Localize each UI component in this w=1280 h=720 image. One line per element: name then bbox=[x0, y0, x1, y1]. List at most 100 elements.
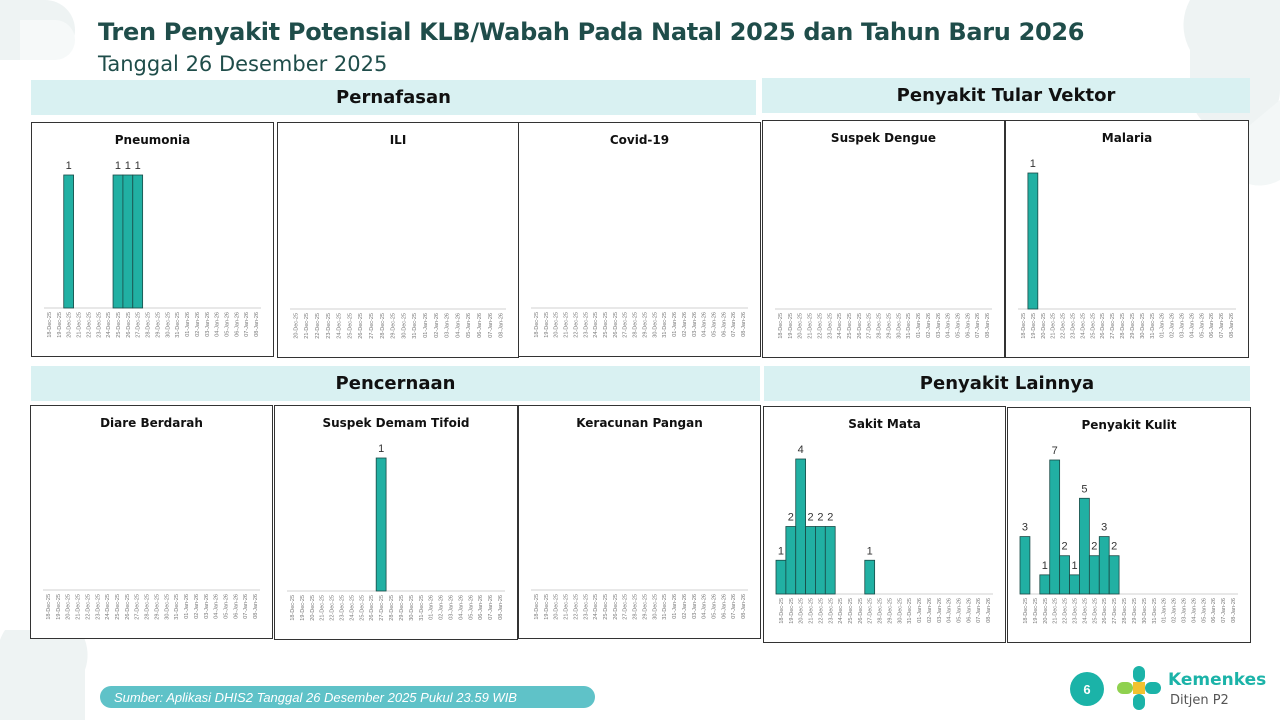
section-header-pernafasan: Pernafasan bbox=[31, 80, 756, 115]
x-tick-label: 03-Jan-26 bbox=[692, 312, 698, 337]
x-tick-label: 01-Jan-26 bbox=[916, 313, 922, 338]
x-tick-label: 23-Dec-25 bbox=[1073, 598, 1079, 624]
x-tick-label: 29-Dec-25 bbox=[642, 312, 648, 338]
bar-25-Dec-25 bbox=[112, 174, 124, 309]
x-tick-label: 31-Dec-25 bbox=[662, 312, 668, 338]
x-tick-label: 07-Jan-26 bbox=[731, 594, 737, 619]
x-tick-label: 08-Jan-26 bbox=[1231, 598, 1237, 623]
x-tick-label: 02-Jan-26 bbox=[682, 312, 688, 337]
x-tick-label: 19-Dec-25 bbox=[789, 598, 795, 624]
chart-plot: 18-Dec-25 19-Dec-25 20-Dec-25 21-Dec-25 22-D… bbox=[287, 443, 505, 621]
x-tick-label: 30-Dec-25 bbox=[409, 595, 415, 621]
x-tick-label: 27-Dec-25 bbox=[623, 594, 629, 620]
x-tick-label: 25-Dec-25 bbox=[115, 594, 121, 620]
x-tick-label: 04-Jan-26 bbox=[1189, 313, 1195, 338]
x-tick-label: 27-Dec-25 bbox=[369, 313, 375, 339]
x-tick-label: 26-Dec-25 bbox=[1102, 598, 1108, 624]
bar-23-Dec-25 bbox=[824, 526, 836, 595]
x-tick-label: 25-Dec-25 bbox=[847, 313, 853, 339]
x-tick-label: 25-Dec-25 bbox=[603, 594, 609, 620]
x-tick-label: 07-Jan-26 bbox=[244, 312, 250, 337]
x-tick-label: 31-Dec-25 bbox=[1152, 598, 1158, 624]
x-tick-label: 03-Jan-26 bbox=[936, 313, 942, 338]
x-tick-label: 04-Jan-26 bbox=[946, 313, 952, 338]
x-tick-label: 04-Jan-26 bbox=[947, 598, 953, 623]
section-header-vektor: Penyakit Tular Vektor bbox=[762, 78, 1250, 113]
x-tick-label: 19-Dec-25 bbox=[57, 312, 63, 338]
data-label: 1 bbox=[1030, 158, 1036, 170]
x-tick-label: 23-Dec-25 bbox=[828, 598, 834, 624]
data-label: 2 bbox=[817, 512, 823, 524]
bar-27-Dec-25 bbox=[1108, 555, 1120, 595]
x-tick-label: 29-Dec-25 bbox=[1130, 313, 1136, 339]
x-tick-label: 28-Dec-25 bbox=[877, 313, 883, 339]
x-tick-label: 19-Dec-25 bbox=[1031, 313, 1037, 339]
x-tick-label: 22-Dec-25 bbox=[817, 313, 823, 339]
x-tick-label: 29-Dec-25 bbox=[886, 313, 892, 339]
x-tick-label: 28-Dec-25 bbox=[389, 595, 395, 621]
data-label: 1 bbox=[1042, 560, 1048, 572]
x-tick-label: 24-Dec-25 bbox=[106, 312, 112, 338]
x-tick-label: 26-Dec-25 bbox=[858, 598, 864, 624]
x-tick-label: 29-Dec-25 bbox=[154, 594, 160, 620]
x-tick-label: 05-Jan-26 bbox=[466, 313, 472, 338]
x-tick-label: 08-Jan-26 bbox=[741, 312, 747, 337]
chart-panel-pneumonia: Pneumonia 18-Dec-25 19-Dec-25 1 20-Dec-25 21… bbox=[31, 122, 274, 357]
x-tick-label: 07-Jan-26 bbox=[1221, 598, 1227, 623]
data-label: 1 bbox=[378, 443, 384, 455]
x-tick-label: 06-Jan-26 bbox=[1211, 598, 1217, 623]
x-tick-label: 04-Jan-26 bbox=[214, 594, 220, 619]
x-tick-label: 04-Jan-26 bbox=[455, 313, 461, 338]
x-tick-label: 24-Dec-25 bbox=[593, 312, 599, 338]
x-tick-label: 04-Jan-26 bbox=[702, 312, 708, 337]
bar-25-Dec-25 bbox=[1088, 555, 1100, 595]
chart-plot: 18-Dec-25 19-Dec-25 20-Dec-25 21-Dec-25 22-D… bbox=[775, 308, 992, 339]
x-tick-label: 02-Jan-26 bbox=[927, 598, 933, 623]
x-tick-label: 06-Jan-26 bbox=[721, 312, 727, 337]
x-tick-label: 26-Dec-25 bbox=[369, 595, 375, 621]
x-tick-label: 31-Dec-25 bbox=[174, 594, 180, 620]
x-tick-label: 27-Dec-25 bbox=[136, 312, 142, 338]
chart-panel-keracunan: Keracunan Pangan 18-Dec-25 19-Dec-25 20-De… bbox=[518, 405, 761, 639]
x-tick-label: 21-Dec-25 bbox=[808, 313, 814, 339]
chart-title: Keracunan Pangan bbox=[576, 416, 703, 430]
x-tick-label: 21-Dec-25 bbox=[1051, 313, 1057, 339]
bar-18-Dec-25 bbox=[775, 559, 787, 595]
x-tick-label: 08-Jan-26 bbox=[254, 312, 260, 337]
bar-20-Dec-25 bbox=[795, 458, 806, 595]
x-tick-label: 03-Jan-26 bbox=[937, 598, 943, 623]
x-tick-label: 25-Dec-25 bbox=[359, 595, 365, 621]
x-tick-label: 27-Dec-25 bbox=[379, 595, 385, 621]
x-tick-label: 26-Dec-25 bbox=[1100, 313, 1106, 339]
x-tick-label: 20-Dec-25 bbox=[554, 312, 560, 338]
x-tick-label: 19-Dec-25 bbox=[544, 312, 550, 338]
x-tick-label: 21-Dec-25 bbox=[304, 313, 310, 339]
x-tick-label: 21-Dec-25 bbox=[564, 594, 570, 620]
chart-panel-mata: Sakit Mata 1 18-Dec-25 2 19-Dec-25 4 20-Dec-2… bbox=[763, 406, 1006, 643]
source-note: Sumber: Aplikasi DHIS2 Tanggal 26 Desemb… bbox=[100, 686, 595, 708]
x-tick-label: 01-Jan-26 bbox=[1160, 313, 1166, 338]
x-tick-label: 19-Dec-25 bbox=[1033, 598, 1039, 624]
x-tick-label: 03-Jan-26 bbox=[205, 312, 211, 337]
x-tick-label: 19-Dec-25 bbox=[788, 313, 794, 339]
data-label: 4 bbox=[798, 444, 804, 456]
section-header-lainnya: Penyakit Lainnya bbox=[764, 366, 1250, 401]
x-tick-label: 02-Jan-26 bbox=[194, 594, 200, 619]
kemenkes-logo-icon bbox=[1117, 666, 1161, 710]
x-tick-label: 08-Jan-26 bbox=[498, 595, 504, 620]
x-tick-label: 02-Jan-26 bbox=[682, 594, 688, 619]
bar-23-Dec-25 bbox=[1069, 574, 1080, 595]
x-tick-label: 21-Dec-25 bbox=[77, 312, 83, 338]
x-tick-label: 07-Jan-26 bbox=[243, 594, 249, 619]
x-tick-label: 28-Dec-25 bbox=[633, 594, 639, 620]
x-tick-label: 23-Dec-25 bbox=[326, 313, 332, 339]
x-tick-label: 20-Dec-25 bbox=[799, 598, 805, 624]
chart-title: Suspek Dengue bbox=[830, 131, 937, 145]
x-tick-label: 18-Dec-25 bbox=[778, 313, 784, 339]
x-tick-label: 26-Dec-25 bbox=[126, 312, 132, 338]
x-tick-label: 25-Dec-25 bbox=[1090, 313, 1096, 339]
x-tick-label: 20-Dec-25 bbox=[554, 594, 560, 620]
x-tick-label: 25-Dec-25 bbox=[848, 598, 854, 624]
x-tick-label: 30-Dec-25 bbox=[164, 594, 170, 620]
data-label: 3 bbox=[1101, 522, 1107, 534]
